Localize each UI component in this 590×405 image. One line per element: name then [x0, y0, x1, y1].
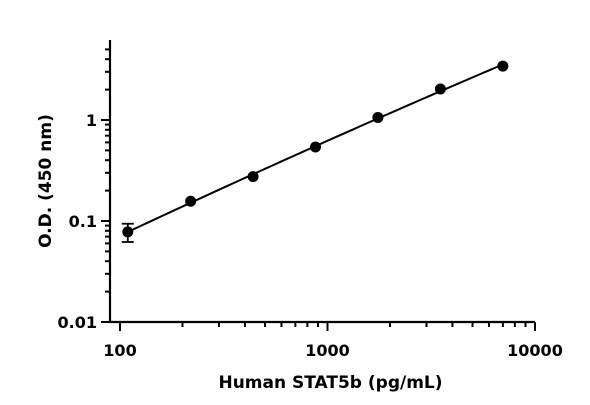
data-point: [434, 83, 446, 95]
data-point: [122, 226, 134, 238]
y-tick-label: 1: [86, 111, 97, 130]
data-points: [121, 60, 509, 243]
y-axis: 0.01 0.1 1: [58, 40, 112, 332]
data-point: [309, 141, 321, 153]
x-tick-label: 1000: [305, 341, 350, 360]
x-axis-title: Human STAT5b (pg/mL): [218, 373, 442, 393]
x-tick-label: 10000: [507, 341, 563, 360]
y-axis-title: O.D. (450 nm): [36, 114, 56, 248]
x-tick-label: 100: [103, 341, 136, 360]
data-point: [247, 171, 259, 183]
y-tick-label: 0.1: [69, 212, 97, 231]
data-point: [497, 60, 509, 72]
data-point: [185, 195, 197, 207]
data-point: [372, 111, 384, 123]
y-tick-label: 0.01: [58, 313, 97, 332]
x-axis: 100 1000 10000: [103, 320, 563, 360]
